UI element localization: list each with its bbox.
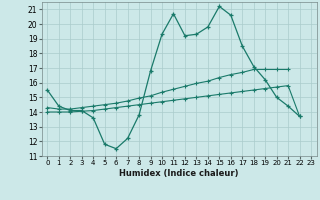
X-axis label: Humidex (Indice chaleur): Humidex (Indice chaleur) xyxy=(119,169,239,178)
